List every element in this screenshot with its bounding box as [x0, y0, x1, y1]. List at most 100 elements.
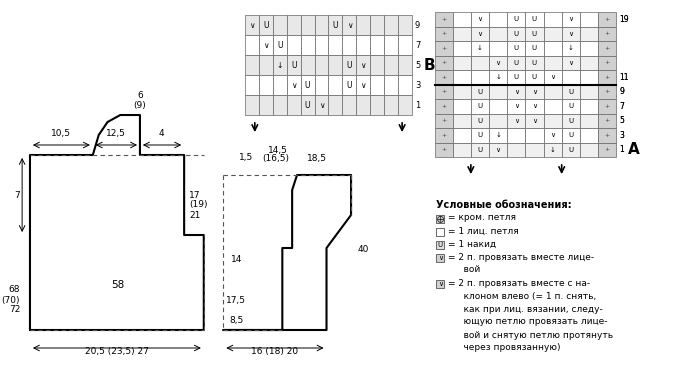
Text: ↓: ↓ — [549, 147, 556, 153]
Text: U: U — [347, 61, 352, 70]
Bar — [273, 95, 287, 115]
Text: +: + — [441, 46, 446, 51]
Text: U: U — [477, 103, 483, 109]
Bar — [543, 143, 562, 157]
Bar — [370, 35, 384, 55]
Bar — [507, 99, 526, 114]
Text: ∨: ∨ — [568, 31, 573, 37]
Text: через провязанную): через провязанную) — [452, 344, 561, 353]
Bar — [301, 75, 315, 95]
Bar — [287, 75, 301, 95]
Bar — [343, 15, 356, 35]
Bar — [526, 70, 543, 85]
Text: ∨: ∨ — [438, 255, 443, 261]
Bar — [343, 55, 356, 75]
Bar — [471, 12, 489, 26]
Bar — [526, 41, 543, 56]
Text: +: + — [441, 60, 446, 65]
Bar — [471, 143, 489, 157]
Text: 1: 1 — [415, 100, 420, 109]
Text: U: U — [347, 80, 352, 89]
Bar — [489, 128, 507, 143]
Text: клоном влево (= 1 п. снять,: клоном влево (= 1 п. снять, — [452, 291, 596, 300]
Text: U: U — [513, 60, 519, 66]
Bar — [471, 99, 489, 114]
Bar — [598, 70, 616, 85]
Text: = 1 лиц. петля: = 1 лиц. петля — [448, 226, 519, 235]
Text: U: U — [263, 21, 269, 29]
Text: +: + — [441, 104, 446, 109]
Bar — [398, 35, 412, 55]
Text: 17,5: 17,5 — [226, 296, 246, 305]
Bar — [471, 56, 489, 70]
Bar — [543, 56, 562, 70]
Text: U: U — [513, 74, 519, 80]
Text: = 2 п. провязать вместе лице-: = 2 п. провязать вместе лице- — [448, 253, 594, 261]
Bar — [562, 26, 580, 41]
Bar — [580, 85, 598, 99]
Text: 11: 11 — [619, 73, 628, 82]
Text: U: U — [513, 31, 519, 37]
Text: ∨: ∨ — [263, 41, 269, 50]
Bar — [384, 75, 398, 95]
Text: ∨: ∨ — [291, 80, 296, 89]
Bar — [598, 85, 616, 99]
Bar — [370, 55, 384, 75]
Bar — [489, 70, 507, 85]
Text: ∨: ∨ — [360, 61, 366, 70]
Text: ∨: ∨ — [568, 16, 573, 22]
Bar — [580, 12, 598, 26]
Text: ↓: ↓ — [568, 45, 574, 51]
Text: ∨: ∨ — [532, 89, 537, 95]
Bar — [301, 15, 315, 35]
Text: 3: 3 — [619, 131, 624, 140]
Bar — [598, 12, 616, 26]
Text: U: U — [291, 61, 296, 70]
Bar — [315, 15, 328, 35]
Bar — [435, 41, 453, 56]
Bar — [453, 85, 471, 99]
Text: U: U — [532, 16, 537, 22]
Bar — [580, 56, 598, 70]
Text: ∨: ∨ — [249, 21, 255, 29]
Text: ∨: ∨ — [347, 21, 352, 29]
Bar — [245, 15, 259, 35]
Bar — [562, 41, 580, 56]
Bar — [370, 15, 384, 35]
Text: U: U — [568, 118, 573, 124]
Bar — [384, 15, 398, 35]
Text: A: A — [628, 142, 640, 157]
Text: 12,5: 12,5 — [107, 129, 126, 138]
Text: +: + — [441, 147, 446, 152]
Bar — [526, 99, 543, 114]
Bar — [507, 128, 526, 143]
Bar — [453, 99, 471, 114]
Text: вой: вой — [452, 265, 481, 274]
Bar — [259, 35, 273, 55]
Text: U: U — [305, 100, 310, 109]
Bar — [370, 75, 384, 95]
Bar — [598, 56, 616, 70]
Text: 3: 3 — [619, 131, 624, 140]
Text: U: U — [305, 80, 310, 89]
Text: B: B — [424, 58, 435, 73]
Text: ∨: ∨ — [496, 147, 500, 153]
Bar — [543, 114, 562, 128]
Text: 9: 9 — [619, 87, 624, 96]
Bar — [301, 95, 315, 115]
Bar — [435, 143, 453, 157]
Text: 7: 7 — [415, 41, 420, 50]
Text: 19: 19 — [619, 15, 629, 24]
Text: (16,5): (16,5) — [262, 154, 289, 163]
Text: 19: 19 — [619, 15, 629, 24]
Text: U: U — [532, 60, 537, 66]
Bar — [489, 114, 507, 128]
Text: U: U — [438, 242, 443, 248]
Bar — [562, 85, 580, 99]
Text: 18,5: 18,5 — [307, 154, 326, 163]
Text: +: + — [441, 118, 446, 123]
Bar — [356, 95, 370, 115]
Bar — [356, 55, 370, 75]
Bar — [562, 12, 580, 26]
Bar — [259, 95, 273, 115]
